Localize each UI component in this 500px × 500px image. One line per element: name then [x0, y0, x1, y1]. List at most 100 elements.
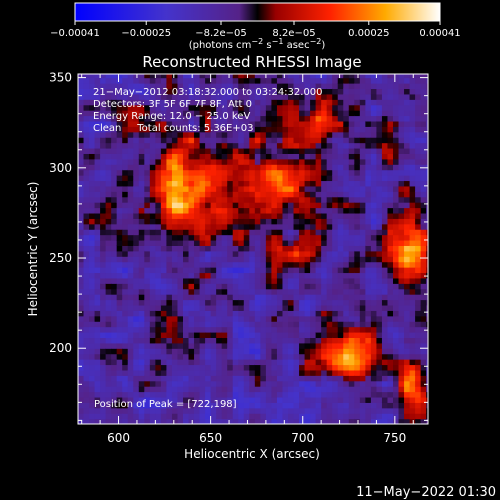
heatmap-cell: [194, 413, 201, 420]
heatmap-cell: [138, 304, 145, 311]
heatmap-cell: [276, 364, 284, 371]
heatmap-cell: [387, 158, 394, 165]
heatmap-cell: [288, 83, 295, 90]
heatmap-cell: [365, 380, 372, 387]
heatmap-cell: [254, 93, 261, 100]
heatmap-cell: [94, 110, 101, 117]
heatmap-cell: [127, 386, 134, 393]
heatmap-cell: [188, 396, 195, 403]
heatmap-cell: [177, 104, 184, 111]
heatmap-cell: [420, 223, 427, 230]
heatmap-cell: [122, 375, 129, 382]
heatmap-cell: [127, 147, 134, 154]
heatmap-cell: [254, 288, 261, 295]
heatmap-cell: [94, 153, 101, 160]
heatmap-cell: [381, 93, 389, 100]
heatmap-cell: [89, 250, 96, 257]
heatmap-cell: [78, 261, 85, 268]
heatmap-cell: [426, 131, 428, 138]
heatmap-cell: [254, 299, 261, 306]
heatmap-cell: [216, 288, 223, 295]
heatmap-cell: [376, 74, 383, 79]
heatmap-cell: [282, 223, 289, 230]
heatmap-cell: [105, 120, 112, 127]
heatmap-cell: [381, 245, 389, 252]
heatmap-cell: [254, 256, 261, 263]
heatmap-cell: [166, 267, 173, 274]
heatmap-cell: [381, 180, 389, 187]
heatmap-cell: [343, 164, 350, 171]
heatmap-cell: [138, 137, 145, 144]
heatmap-cell: [315, 99, 322, 106]
heatmap-cell: [370, 342, 378, 349]
heatmap-cell: [83, 229, 90, 236]
heatmap-cell: [94, 142, 101, 149]
heatmap-cell: [304, 202, 311, 209]
heatmap-cell: [315, 218, 322, 225]
heatmap-cell: [83, 288, 90, 295]
heatmap-cell: [293, 93, 300, 100]
heatmap-cell: [348, 413, 355, 420]
heatmap-cell: [238, 391, 245, 398]
heatmap-cell: [160, 413, 168, 420]
heatmap-cell: [171, 396, 179, 403]
heatmap-cell: [122, 353, 129, 360]
heatmap-cell: [415, 288, 422, 295]
heatmap-cell: [265, 142, 273, 149]
heatmap-cell: [105, 142, 112, 149]
heatmap-cell: [310, 256, 317, 263]
heatmap-cell: [221, 413, 228, 420]
heatmap-cell: [337, 375, 344, 382]
heatmap-cell: [249, 83, 256, 90]
heatmap-cell: [315, 120, 322, 127]
heatmap-cell: [415, 131, 422, 138]
heatmap-cell: [415, 115, 422, 122]
heatmap-cell: [127, 315, 134, 322]
heatmap-cell: [337, 180, 344, 187]
heatmap-cell: [393, 218, 400, 225]
heatmap-cell: [288, 342, 295, 349]
heatmap-cell: [254, 391, 261, 398]
heatmap-cell: [249, 104, 256, 111]
heatmap-cell: [365, 369, 372, 376]
heatmap-image: [78, 74, 428, 424]
heatmap-cell: [105, 353, 112, 360]
heatmap-cell: [337, 104, 344, 111]
heatmap-cell: [260, 348, 267, 355]
heatmap-cell: [299, 304, 306, 311]
heatmap-cell: [194, 283, 201, 290]
heatmap-cell: [381, 294, 389, 301]
heatmap-cell: [155, 115, 162, 122]
heatmap-cell: [138, 147, 145, 154]
heatmap-cell: [326, 169, 333, 176]
heatmap-cell: [100, 142, 107, 149]
heatmap-cell: [398, 342, 405, 349]
heatmap-cell: [326, 337, 333, 344]
heatmap-cell: [288, 239, 295, 246]
heatmap-cell: [122, 164, 129, 171]
heatmap-cell: [194, 348, 201, 355]
heatmap-cell: [166, 126, 173, 133]
heatmap-cell: [254, 331, 261, 339]
heatmap-cell: [376, 104, 383, 111]
heatmap-cell: [415, 391, 422, 398]
heatmap-cell: [260, 261, 267, 268]
heatmap-cell: [227, 137, 234, 144]
heatmap-cell: [205, 331, 212, 339]
heatmap-cell: [155, 256, 162, 263]
heatmap-cell: [376, 169, 383, 176]
heatmap-cell: [183, 234, 190, 241]
heatmap-cell: [293, 196, 300, 203]
heatmap-cell: [155, 120, 162, 127]
heatmap-cell: [332, 321, 339, 328]
heatmap-cell: [315, 369, 322, 376]
heatmap-cell: [227, 169, 234, 176]
heatmap-cell: [171, 77, 179, 84]
heatmap-cell: [171, 147, 179, 154]
heatmap-cell: [94, 212, 101, 219]
heatmap-cell: [205, 147, 212, 154]
heatmap-cell: [409, 131, 416, 138]
heatmap-cell: [94, 250, 101, 257]
heatmap-cell: [398, 147, 405, 154]
heatmap-cell: [210, 380, 217, 387]
